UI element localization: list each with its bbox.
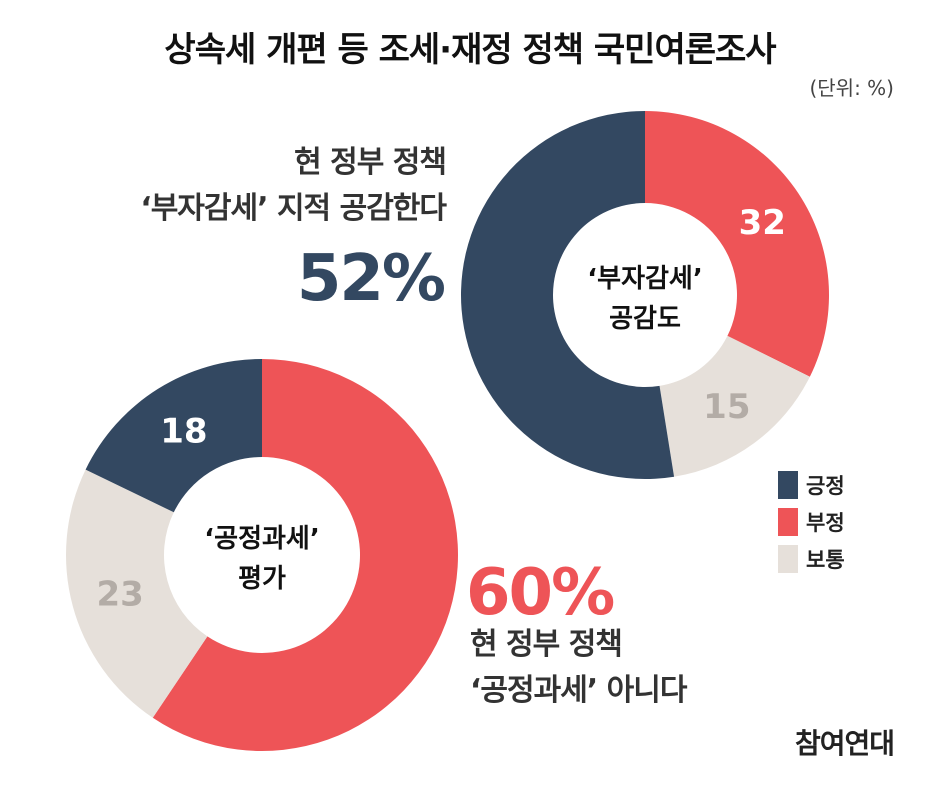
donut-2-center-label-1: ‘공정과세’ [204,524,319,554]
legend-item-negative: 부정 [778,503,845,540]
legend-label-neutral: 보통 [806,547,845,572]
callout-top-line1: 현 정부 정책 [294,145,447,180]
donut-1-label-보통: 15 [703,387,750,427]
donut-chart-1: 32 15 ‘부자감세’ 공감도 [460,111,829,479]
donut-1-slice-부정 [645,111,829,377]
donut-2-label-긍정: 18 [160,411,207,451]
donut-chart-2: 23 18 ‘공정과세’ 평가 [65,359,459,752]
legend-swatch-negative [778,507,798,536]
legend-item-neutral: 보통 [778,540,845,577]
callout-bottom: 현 정부 정책 ‘공정과세’ 아니다 [470,622,687,714]
callout-bottom-line2: ‘공정과세’ 아니다 [470,673,687,708]
donut-2-slice-보통 [65,469,208,718]
legend-label-positive: 긍정 [806,473,845,498]
unit-note: (단위: %) [809,76,894,100]
donut-1-label-부정: 32 [739,203,786,243]
callout-bottom-line1: 현 정부 정책 [470,627,623,662]
callout-top-highlight: 52% [296,242,446,316]
legend-swatch-neutral [778,544,798,573]
chart-title: 상속세 개편 등 조세·재정 정책 국민여론조사 [164,30,776,70]
legend-label-negative: 부정 [806,510,845,535]
donut-2-slice-긍정 [85,359,262,513]
legend-swatch-positive [778,470,798,499]
donut-1-slice-긍정 [460,111,675,479]
legend: 긍정 부정 보통 [778,466,845,577]
callout-top-line2: ‘부자감세’ 지적 공감한다 [140,191,447,226]
source-logo: 참여연대 [794,727,895,760]
donut-2-slice-부정 [152,359,459,752]
donut-1-center-label-2: 공감도 [609,304,681,334]
callout-top: 현 정부 정책 ‘부자감세’ 지적 공감한다 [140,140,447,232]
donut-2-center-label-2: 평가 [238,564,286,594]
donut-1-slice-보통 [659,335,810,477]
donut-1-center-label-1: ‘부자감세’ [587,264,702,294]
callout-bottom-highlight: 60% [466,556,615,630]
donut-2-label-보통: 23 [96,574,143,614]
legend-item-positive: 긍정 [778,466,845,503]
